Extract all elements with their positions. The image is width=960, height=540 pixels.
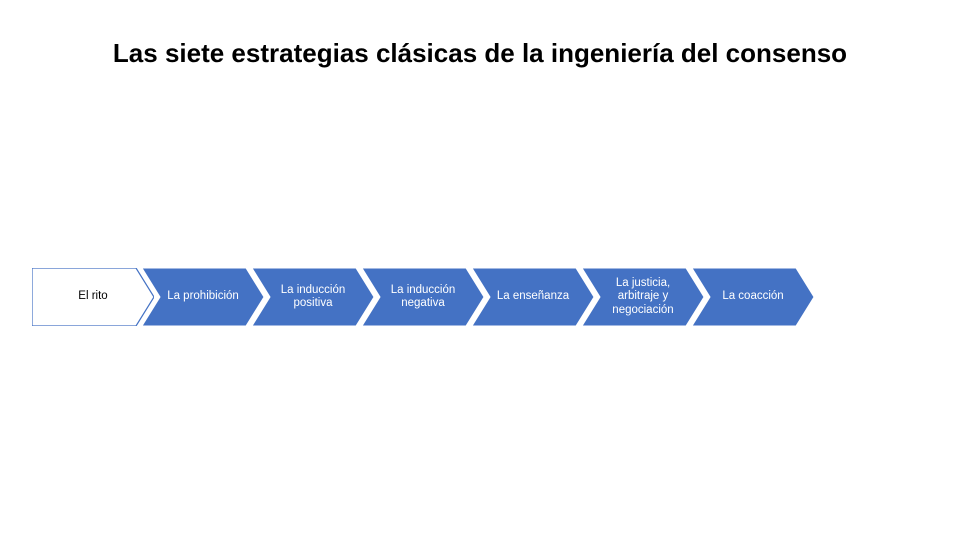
chevron-step: La justicia, arbitraje y negociación — [582, 268, 704, 326]
chevron-label: La prohibición — [154, 290, 252, 303]
chevron-label: La inducción negativa — [374, 284, 472, 310]
chevron-step: La prohibición — [142, 268, 264, 326]
chevron-label: La justicia, arbitraje y negociación — [594, 277, 692, 317]
chevron-label: La inducción positiva — [264, 284, 362, 310]
chevron-step: La enseñanza — [472, 268, 594, 326]
chevron-step: La inducción positiva — [252, 268, 374, 326]
chevron-label: La coacción — [704, 290, 802, 303]
chevron-process: El rito La prohibición La inducción positi… — [32, 268, 814, 326]
chevron-step: La coacción — [692, 268, 814, 326]
page-title: Las siete estrategias clásicas de la ing… — [0, 38, 960, 69]
slide: Las siete estrategias clásicas de la ing… — [0, 0, 960, 540]
chevron-label: La enseñanza — [484, 290, 582, 303]
chevron-step: El rito — [32, 268, 154, 326]
chevron-label: El rito — [44, 290, 142, 303]
chevron-step: La inducción negativa — [362, 268, 484, 326]
